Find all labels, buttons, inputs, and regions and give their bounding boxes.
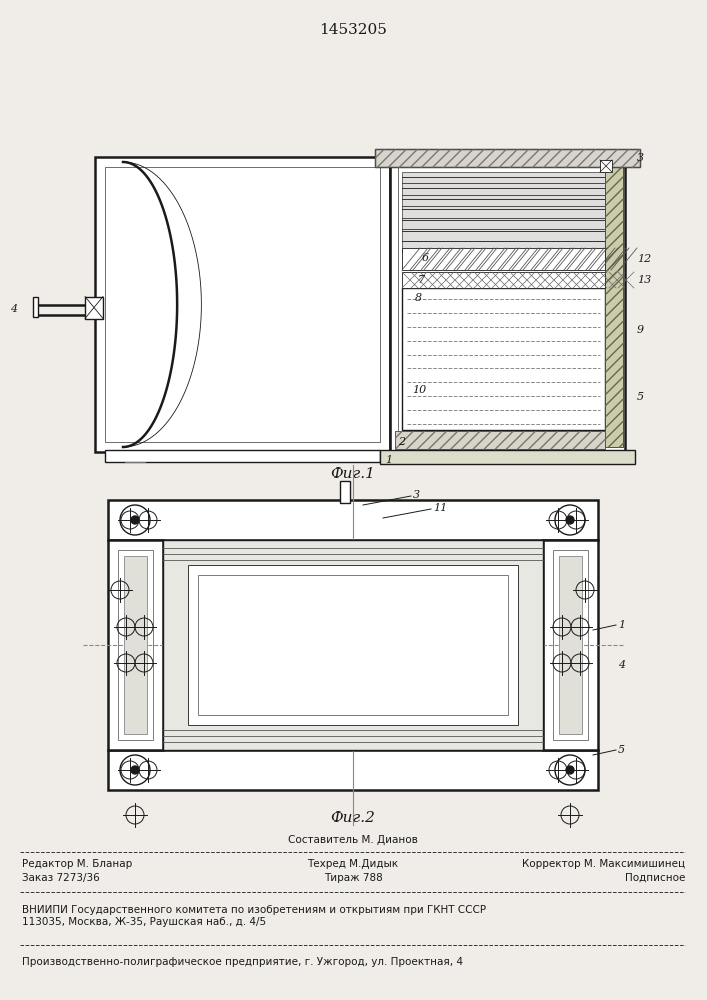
Bar: [402, 272, 605, 288]
Bar: [118, 550, 153, 740]
Circle shape: [131, 516, 139, 524]
Text: Корректор М. Максимишинец: Корректор М. Максимишинец: [522, 859, 685, 869]
Text: 1453205: 1453205: [319, 23, 387, 37]
Text: 4: 4: [10, 304, 17, 314]
Text: Фиг.2: Фиг.2: [331, 811, 375, 825]
Bar: [105, 167, 380, 442]
Bar: [108, 750, 598, 790]
Circle shape: [555, 505, 585, 535]
Bar: [95, 157, 390, 452]
Bar: [390, 157, 625, 452]
Bar: [85, 296, 103, 318]
Bar: [375, 149, 640, 167]
Circle shape: [120, 505, 150, 535]
Circle shape: [566, 766, 574, 774]
Text: 2: 2: [398, 437, 405, 447]
Circle shape: [131, 766, 139, 774]
Bar: [375, 149, 640, 167]
Bar: [124, 556, 147, 734]
Text: 8: 8: [415, 293, 422, 303]
Bar: [380, 450, 635, 464]
Text: 4: 4: [618, 660, 625, 670]
Text: 113035, Москва, Ж-35, Раушская наб., д. 4/5: 113035, Москва, Ж-35, Раушская наб., д. …: [22, 917, 266, 927]
Text: Техред М.Дидык: Техред М.Дидык: [308, 859, 399, 869]
Bar: [605, 162, 623, 447]
Bar: [340, 481, 350, 503]
Bar: [402, 172, 605, 252]
Text: Подписное: Подписное: [624, 873, 685, 883]
Text: Тираж 788: Тираж 788: [324, 873, 382, 883]
Circle shape: [120, 755, 150, 785]
Bar: [33, 296, 38, 316]
Bar: [600, 160, 612, 172]
Text: 9: 9: [637, 325, 644, 335]
Text: 5: 5: [618, 745, 625, 755]
Text: 13: 13: [637, 275, 651, 285]
Text: 5: 5: [637, 392, 644, 402]
Text: 12: 12: [637, 254, 651, 264]
Bar: [395, 431, 605, 449]
Text: Редактор М. Бланар: Редактор М. Бланар: [22, 859, 132, 869]
Bar: [163, 540, 543, 750]
Bar: [605, 162, 623, 447]
Bar: [108, 540, 163, 750]
Text: Заказ 7273/36: Заказ 7273/36: [22, 873, 100, 883]
Text: Фиг.1: Фиг.1: [331, 467, 375, 481]
Text: 7: 7: [418, 275, 425, 285]
Bar: [402, 248, 605, 270]
Text: 11: 11: [433, 503, 448, 513]
Bar: [108, 500, 598, 540]
Text: 3: 3: [413, 490, 420, 500]
Text: 1: 1: [618, 620, 625, 630]
Text: 6: 6: [422, 253, 429, 263]
Bar: [543, 540, 598, 750]
Bar: [188, 565, 518, 725]
Text: 3: 3: [637, 153, 644, 163]
Bar: [105, 450, 380, 462]
Bar: [559, 556, 582, 734]
Text: 10: 10: [412, 385, 426, 395]
Text: Составитель М. Дианов: Составитель М. Дианов: [288, 835, 418, 845]
Bar: [198, 575, 508, 715]
Bar: [402, 288, 605, 430]
Bar: [398, 165, 617, 444]
Text: ВНИИПИ Государственного комитета по изобретениям и открытиям при ГКНТ СССР: ВНИИПИ Государственного комитета по изоб…: [22, 905, 486, 915]
Text: 1: 1: [385, 455, 392, 465]
Circle shape: [555, 755, 585, 785]
Text: Производственно-полиграфическое предприятие, г. Ужгород, ул. Проектная, 4: Производственно-полиграфическое предприя…: [22, 957, 463, 967]
Bar: [553, 550, 588, 740]
Bar: [395, 431, 605, 449]
Circle shape: [566, 516, 574, 524]
